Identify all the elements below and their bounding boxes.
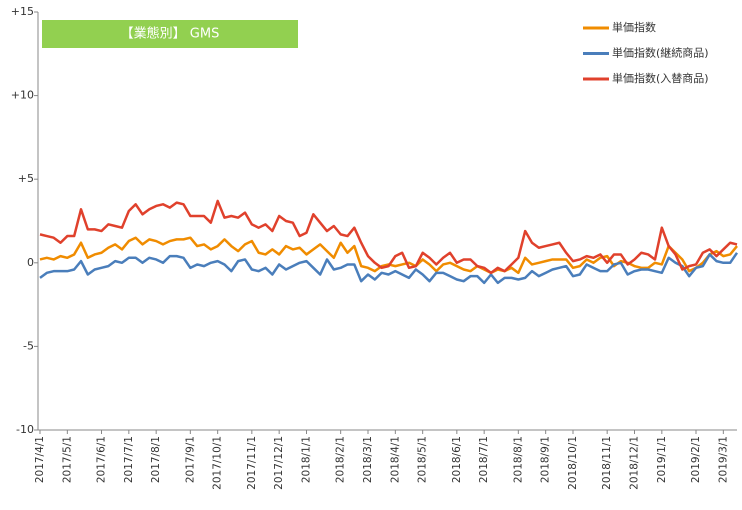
legend-label: 単価指数(継続商品) bbox=[612, 46, 709, 60]
x-tick-label: 2018/6/1 bbox=[451, 436, 463, 483]
title-box bbox=[42, 20, 298, 48]
legend-label: 単価指数(入替商品) bbox=[612, 71, 709, 85]
x-tick-label: 2018/1/1 bbox=[301, 436, 313, 483]
x-tick-label: 2017/4/1 bbox=[34, 436, 46, 483]
x-tick-label: 2018/4/1 bbox=[389, 436, 401, 483]
legend-label: 単価指数 bbox=[612, 20, 656, 34]
x-tick-label: 2018/8/1 bbox=[512, 436, 524, 483]
x-tick-label: 2018/10/1 bbox=[567, 436, 579, 490]
y-tick-label: +5 bbox=[18, 172, 34, 185]
x-tick-label: 2018/12/1 bbox=[629, 436, 641, 490]
x-tick-label: 2018/7/1 bbox=[478, 436, 490, 483]
series-line bbox=[39, 236, 738, 275]
x-tick-label: 2017/9/1 bbox=[184, 436, 196, 483]
x-tick-label: 2019/2/1 bbox=[690, 436, 702, 483]
series-line bbox=[39, 199, 738, 275]
x-tick-label: 2017/11/1 bbox=[246, 436, 258, 490]
x-tick-label: 2017/10/1 bbox=[212, 436, 224, 490]
y-tick-label: +15 bbox=[11, 5, 34, 18]
y-tick-label: +10 bbox=[11, 89, 34, 102]
chart-title: 【業態別】 GMS bbox=[121, 26, 220, 42]
x-tick-label: 2019/1/1 bbox=[656, 436, 668, 483]
x-tick-label: 2017/6/1 bbox=[96, 436, 108, 483]
x-tick-label: 2017/8/1 bbox=[150, 436, 162, 483]
y-tick-label: 0 bbox=[27, 256, 34, 269]
x-tick-label: 2017/12/1 bbox=[273, 436, 285, 490]
x-tick-label: 2019/3/1 bbox=[717, 436, 729, 483]
x-tick-label: 2018/11/1 bbox=[601, 436, 613, 490]
x-tick-label: 2018/2/1 bbox=[335, 436, 347, 483]
y-tick-label: -10 bbox=[16, 423, 34, 436]
x-tick-label: 2018/5/1 bbox=[417, 436, 429, 483]
y-tick-label: -5 bbox=[23, 339, 34, 352]
x-tick-label: 2018/3/1 bbox=[362, 436, 374, 483]
x-tick-label: 2017/5/1 bbox=[61, 436, 73, 483]
x-tick-label: 2017/7/1 bbox=[123, 436, 135, 483]
x-tick-label: 2018/9/1 bbox=[540, 436, 552, 483]
series-line bbox=[39, 252, 739, 285]
